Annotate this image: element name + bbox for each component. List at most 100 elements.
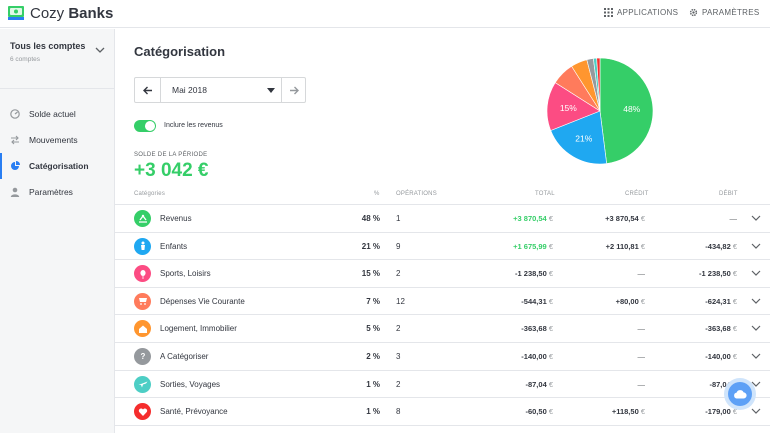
- table-row[interactable]: Logement, Immobilier 5 % 2 -363,68 € — -363,6…: [115, 315, 770, 343]
- header-operations: Opérations: [396, 191, 437, 197]
- pie-slice[interactable]: [550, 110, 607, 165]
- sidebar-item-label: Mouvements: [29, 135, 78, 145]
- page-title: Catégorisation: [134, 44, 226, 59]
- category-debit: -87,04 €: [709, 379, 737, 389]
- period-balance-value: +3 042 €: [134, 160, 209, 181]
- category-operations: 2: [396, 379, 401, 389]
- heart-icon: [134, 403, 151, 421]
- table-row[interactable]: Revenus 48 % 1 +3 870,54 € +3 870,54 € —: [115, 205, 770, 233]
- transfer-icon: [11, 135, 19, 145]
- account-selector[interactable]: Tous les comptes 6 comptes: [0, 29, 115, 89]
- category-credit: —: [637, 269, 646, 279]
- category-debit: -140,00 €: [705, 351, 737, 361]
- table-header: Catégories % Opérations Total Crédit Déb…: [115, 185, 770, 205]
- pie-slice[interactable]: [599, 57, 654, 164]
- table-row[interactable]: Dépenses Vie Courante 7 % 12 -544,31 € +80,0…: [115, 288, 770, 316]
- category-name: A Catégoriser: [160, 351, 209, 361]
- include-income-toggle[interactable]: [134, 120, 156, 132]
- applications-button[interactable]: APPLICATIONS: [604, 8, 678, 17]
- category-total: +1 675,99 €: [513, 241, 553, 251]
- grid-icon: [604, 8, 613, 17]
- category-name: Enfants: [160, 241, 188, 251]
- category-total: -1 238,50 €: [515, 269, 553, 279]
- sidebar-item-solde-actuel[interactable]: Solde actuel: [0, 101, 115, 127]
- expand-chevron-icon[interactable]: [751, 353, 761, 359]
- categories-table: Revenus 48 % 1 +3 870,54 € +3 870,54 € — Enfan…: [115, 205, 770, 426]
- category-percent: 1 %: [366, 379, 380, 389]
- category-name: Revenus: [160, 214, 192, 223]
- next-month-button[interactable]: [281, 78, 305, 102]
- table-row[interactable]: Enfants 21 % 9 +1 675,99 € +2 110,81 € -434,8…: [115, 233, 770, 261]
- cart-icon: [134, 292, 151, 310]
- balloon-icon: [134, 265, 151, 283]
- cozy-banks-logo-icon: [8, 6, 24, 20]
- period-balance-label: Solde de la période: [134, 152, 208, 158]
- sidebar: Tous les comptes 6 comptes Solde actuel …: [0, 29, 115, 433]
- help-button[interactable]: [724, 378, 756, 410]
- category-operations: 2: [396, 269, 401, 279]
- category-credit: +118,50 €: [611, 407, 645, 417]
- category-debit: —: [729, 214, 738, 223]
- header-percent: %: [374, 191, 380, 197]
- pie-slice-label: 48%: [623, 104, 640, 114]
- category-total: -60,50 €: [525, 407, 553, 417]
- category-percent: 5 %: [366, 324, 380, 334]
- applications-label: APPLICATIONS: [617, 8, 679, 17]
- pie-slice[interactable]: [546, 82, 601, 131]
- table-row[interactable]: ? A Catégoriser 2 % 3 -140,00 € — -140,00 €: [115, 343, 770, 371]
- categories-pie-chart[interactable]: 48% 21% 15%: [545, 56, 655, 166]
- category-total: -363,68 €: [521, 324, 553, 334]
- category-name: Logement, Immobilier: [160, 324, 237, 334]
- category-debit: -434,82 €: [705, 241, 737, 251]
- pie-slice[interactable]: [596, 57, 601, 112]
- category-debit: -179,00 €: [705, 407, 737, 417]
- category-operations: 12: [396, 296, 405, 306]
- expand-chevron-icon[interactable]: [751, 270, 761, 277]
- previous-month-button[interactable]: [135, 78, 161, 102]
- sidebar-item-mouvements[interactable]: Mouvements: [0, 127, 115, 153]
- category-credit: —: [637, 379, 646, 389]
- plane-icon: [134, 375, 151, 393]
- sidebar-item-label: Solde actuel: [29, 109, 76, 119]
- expand-chevron-icon[interactable]: [751, 381, 761, 387]
- category-operations: 8: [396, 407, 401, 417]
- category-name: Santé, Prévoyance: [160, 407, 228, 417]
- header-categories: Catégories: [134, 191, 166, 197]
- expand-chevron-icon[interactable]: [751, 325, 761, 332]
- table-row[interactable]: Sports, Loisirs 15 % 2 -1 238,50 € — -1 238,5…: [115, 260, 770, 288]
- expand-chevron-icon[interactable]: [751, 243, 761, 249]
- pie-slice-label: 15%: [560, 103, 577, 113]
- arrow-left-icon: [142, 86, 152, 94]
- month-select[interactable]: Mai 2018: [161, 78, 281, 102]
- expand-chevron-icon[interactable]: [751, 298, 761, 304]
- table-row[interactable]: Sorties, Voyages 1 % 2 -87,04 € — -87,04 €: [115, 371, 770, 399]
- expand-chevron-icon[interactable]: [751, 408, 761, 415]
- category-total: -544,31 €: [521, 296, 553, 306]
- table-row[interactable]: Santé, Prévoyance 1 % 8 -60,50 € +118,50 € -1…: [115, 398, 770, 426]
- sidebar-item-parametres[interactable]: Paramètres: [0, 179, 115, 205]
- settings-button[interactable]: PARAMÈTRES: [689, 8, 760, 17]
- account-count: 6 comptes: [10, 56, 40, 63]
- sidebar-item-label: Catégorisation: [29, 161, 89, 171]
- gauge-icon: [10, 109, 20, 119]
- pie-icon: [11, 161, 20, 170]
- category-name: Sports, Loisirs: [160, 269, 211, 279]
- gear-icon: [689, 8, 698, 17]
- caret-down-icon: [267, 88, 275, 93]
- category-percent: 21 %: [361, 241, 380, 251]
- category-credit: +3 870,54 €: [605, 214, 645, 223]
- category-percent: 7 %: [366, 296, 380, 306]
- category-percent: 15 %: [361, 269, 380, 279]
- category-name: Sorties, Voyages: [160, 379, 221, 389]
- category-total: -140,00 €: [521, 351, 553, 361]
- category-percent: 48 %: [361, 214, 380, 223]
- toggle-knob: [145, 121, 155, 131]
- expand-chevron-icon[interactable]: [751, 215, 761, 221]
- category-debit: -624,31 €: [705, 296, 737, 306]
- category-operations: 2: [396, 324, 401, 334]
- category-total: +3 870,54 €: [513, 214, 553, 223]
- chevron-down-icon: [95, 47, 105, 53]
- app-title: Cozy Banks: [30, 5, 114, 22]
- category-operations: 3: [396, 351, 401, 361]
- sidebar-item-categorisation[interactable]: Catégorisation: [0, 153, 115, 179]
